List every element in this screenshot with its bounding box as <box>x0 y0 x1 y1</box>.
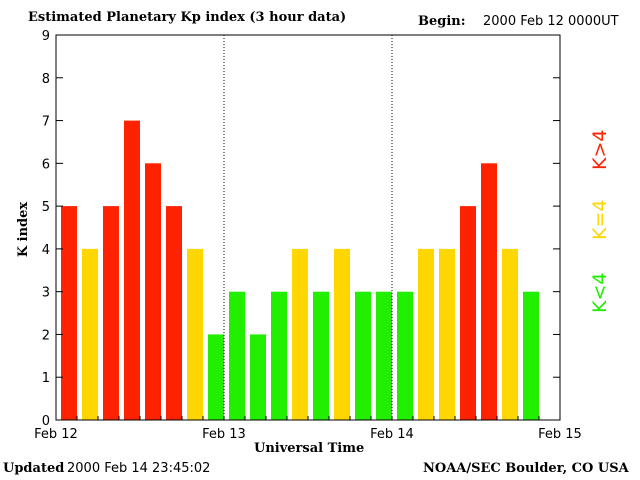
bar-17 <box>418 248 434 420</box>
bar-14 <box>355 291 371 420</box>
updated-label: Updated <box>3 461 65 476</box>
x-tick-label-2: Feb 14 <box>370 427 414 442</box>
y-tick-label-9: 9 <box>42 29 50 44</box>
bar-2 <box>103 206 119 420</box>
chart-title: Estimated Planetary Kp index (3 hour dat… <box>28 10 347 25</box>
bar-7 <box>208 334 224 420</box>
y-tick-label-7: 7 <box>42 115 50 130</box>
x-tick-label-1: Feb 13 <box>202 427 246 442</box>
bar-13 <box>334 248 350 420</box>
bar-19 <box>460 206 476 420</box>
begin-value: 2000 Feb 12 0000UT <box>483 14 619 29</box>
y-tick-label-5: 5 <box>42 200 50 215</box>
updated-value: 2000 Feb 14 23:45:02 <box>67 461 211 476</box>
bar-10 <box>271 291 287 420</box>
y-tick-label-8: 8 <box>42 72 50 87</box>
bar-12 <box>313 291 329 420</box>
x-axis-label: Universal Time <box>254 441 365 456</box>
y-tick-label-4: 4 <box>42 243 50 258</box>
bar-8 <box>229 291 245 420</box>
begin-label: Begin: <box>418 14 466 29</box>
bar-11 <box>292 248 308 420</box>
bar-4 <box>145 163 161 421</box>
bar-15 <box>376 291 392 420</box>
bar-20 <box>481 163 497 421</box>
bar-1 <box>82 248 98 420</box>
y-tick-label-2: 2 <box>42 328 50 343</box>
bar-5 <box>166 206 182 420</box>
y-tick-label-3: 3 <box>42 286 50 301</box>
y-tick-label-6: 6 <box>42 157 50 172</box>
x-tick-label-0: Feb 12 <box>34 427 78 442</box>
bar-16 <box>397 291 413 420</box>
bar-21 <box>502 248 518 420</box>
bar-6 <box>187 248 203 420</box>
y-tick-label-1: 1 <box>42 371 50 386</box>
bar-22 <box>523 291 539 420</box>
bar-18 <box>439 248 455 420</box>
bar-9 <box>250 334 266 420</box>
bar-0 <box>61 206 77 420</box>
x-tick-label-3: Feb 15 <box>538 427 582 442</box>
y-tick-label-0: 0 <box>42 414 50 429</box>
source-label: NOAA/SEC Boulder, CO USA <box>423 461 629 476</box>
bar-3 <box>124 120 140 420</box>
